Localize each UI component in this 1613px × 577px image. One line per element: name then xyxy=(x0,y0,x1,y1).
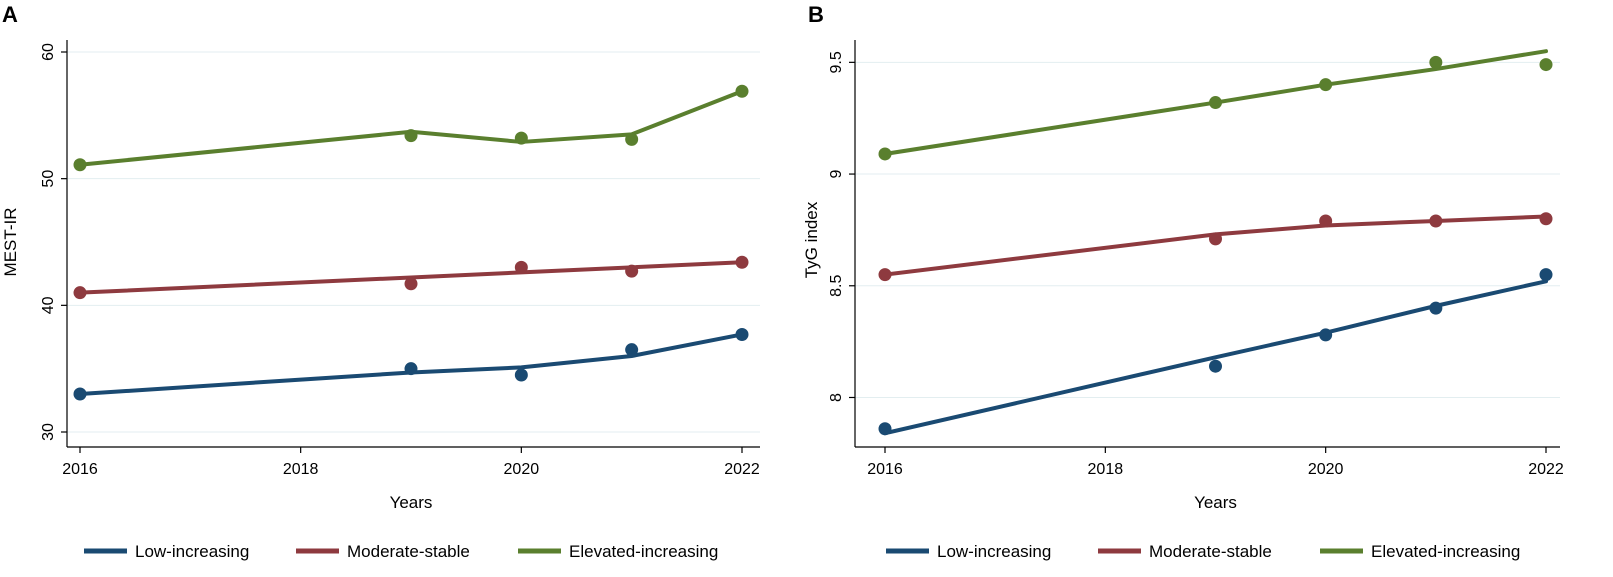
panel-a-point-low-increasing xyxy=(735,327,749,341)
panel-b-point-low-increasing xyxy=(1209,359,1222,373)
panel-a-point-moderate-stable xyxy=(625,264,639,278)
panel-b-point-moderate-stable xyxy=(878,268,892,282)
panel-a-point-elevated-increasing xyxy=(514,131,528,145)
panel-a-x-axis-title: Years xyxy=(390,493,433,512)
panel-b-x-tick-label: 2022 xyxy=(1528,461,1564,478)
panel-b-point-low-increasing xyxy=(878,422,892,436)
panel-a-point-elevated-increasing xyxy=(625,132,639,146)
panel-b-line-low-increasing xyxy=(883,279,1548,436)
panel-a-x-tick-label: 2022 xyxy=(724,461,760,478)
panel-a-legend-label-low-increasing: Low-increasing xyxy=(135,542,249,561)
panel-a-point-low-increasing xyxy=(514,368,528,382)
panel-a-point-elevated-increasing xyxy=(73,158,87,172)
panel-a-x-tick-label: 2016 xyxy=(62,461,98,478)
panel-a-legend-label-elevated-increasing: Elevated-increasing xyxy=(569,542,718,561)
panel-b-x-axis-title: Years xyxy=(1194,493,1237,512)
panel-a-point-low-increasing xyxy=(625,343,639,357)
panel-a-x-tick-label: 2020 xyxy=(504,461,540,478)
panel-b-legend-label-elevated-increasing: Elevated-increasing xyxy=(1371,542,1520,561)
panel-b-x-tick-label: 2018 xyxy=(1088,461,1124,478)
panel-b-legend-label-moderate-stable: Moderate-stable xyxy=(1149,542,1272,561)
panel-b-point-low-increasing xyxy=(1319,328,1333,342)
panel-b-point-moderate-stable xyxy=(1319,214,1333,228)
panel-b-letter: B xyxy=(808,2,824,27)
panel-b-legend-label-low-increasing: Low-increasing xyxy=(937,542,1051,561)
panel-b-point-low-increasing xyxy=(1539,268,1553,282)
panel-a-letter: A xyxy=(2,2,18,27)
panel-b-point-moderate-stable xyxy=(1539,212,1553,226)
panel-a-y-tick-label: 60 xyxy=(40,43,57,61)
panel-b-x-tick-label: 2020 xyxy=(1308,461,1344,478)
panel-b-point-moderate-stable xyxy=(1209,232,1222,246)
panel-a-point-moderate-stable xyxy=(404,277,418,291)
panel-a-point-low-increasing xyxy=(404,362,418,376)
panel-b-point-elevated-increasing xyxy=(878,147,892,161)
panel-b-y-axis-title: TyG index xyxy=(802,201,821,278)
panel-b-point-low-increasing xyxy=(1429,301,1443,315)
panel-b-y-tick-label: 9 xyxy=(828,170,845,179)
panel-a-y-tick-label: 30 xyxy=(40,423,57,441)
panel-b-x-tick-label: 2016 xyxy=(867,461,903,478)
panel-b-y-tick-label: 8.5 xyxy=(828,275,845,297)
panel-b-point-elevated-increasing xyxy=(1539,58,1553,72)
panel-a-y-axis-title: MEST-IR xyxy=(1,208,20,277)
panel-b-point-moderate-stable xyxy=(1429,214,1443,228)
panel-a-line-low-increasing xyxy=(78,332,744,396)
panel-b-y-tick-label: 8 xyxy=(828,393,845,402)
panel-b-point-elevated-increasing xyxy=(1209,96,1222,110)
panel-a-x-tick-label: 2018 xyxy=(283,461,319,478)
panel-a-y-tick-label: 50 xyxy=(40,170,57,188)
panel-a-line-elevated-increasing xyxy=(78,89,744,167)
panel-a-y-tick-label: 40 xyxy=(40,296,57,314)
panel-b-line-moderate-stable xyxy=(883,214,1548,277)
panel-b: B 8 8.5 9 9.5 2016 2018 2020 2022 Years TyG index… xyxy=(802,2,1564,561)
panel-a-point-moderate-stable xyxy=(514,260,528,274)
panel-a-point-elevated-increasing xyxy=(404,129,418,143)
panel-b-y-tick-label: 9.5 xyxy=(828,51,845,73)
panel-a-point-low-increasing xyxy=(73,387,87,401)
panel-a-point-elevated-increasing xyxy=(735,84,749,98)
panel-a: A 30 40 50 60 2016 2018 2020 2022 Years MEST-IR Lo… xyxy=(1,2,760,561)
panel-b-point-elevated-increasing xyxy=(1429,55,1443,69)
panel-a-point-moderate-stable xyxy=(73,286,87,300)
panel-a-legend-label-moderate-stable: Moderate-stable xyxy=(347,542,470,561)
panel-a-point-moderate-stable xyxy=(735,255,749,269)
panel-b-point-elevated-increasing xyxy=(1319,78,1333,92)
